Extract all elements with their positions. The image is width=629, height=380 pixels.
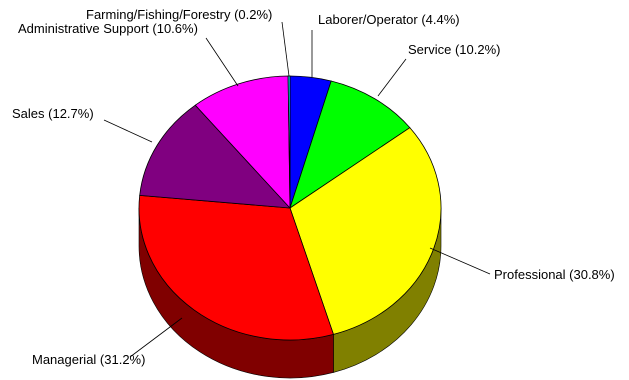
leader-line-4 [103, 119, 153, 143]
pie-tops [138, 75, 442, 341]
slice-label-1: Service (10.2%) [408, 42, 500, 57]
slice-label-5: Administrative Support (10.6%) [18, 21, 198, 36]
pie-leader-lines [103, 21, 491, 358]
pie-labels: Laborer/Operator (4.4%) Service (10.2%) Pr… [12, 7, 615, 367]
pie-slice-4 [139, 104, 291, 209]
slice-label-2: Professional (30.8%) [494, 267, 615, 282]
pie-slice-6 [287, 75, 291, 209]
slice-label-0: Laborer/Operator (4.4%) [318, 12, 460, 27]
pie-slice-3 [138, 194, 334, 341]
leader-line-6 [281, 21, 290, 77]
leader-line-3 [129, 317, 183, 358]
slice-label-3: Managerial (31.2%) [32, 352, 145, 367]
pie-slice-5 [194, 75, 291, 210]
pie-slice-2 [289, 127, 442, 335]
slice-label-6: Farming/Fishing/Forestry (0.2%) [86, 7, 272, 22]
leader-line-5 [205, 37, 239, 87]
leader-line-1 [377, 58, 407, 97]
pie-slice-1 [289, 80, 411, 209]
slice-label-4: Sales (12.7%) [12, 106, 94, 121]
leader-line-2 [429, 247, 491, 275]
